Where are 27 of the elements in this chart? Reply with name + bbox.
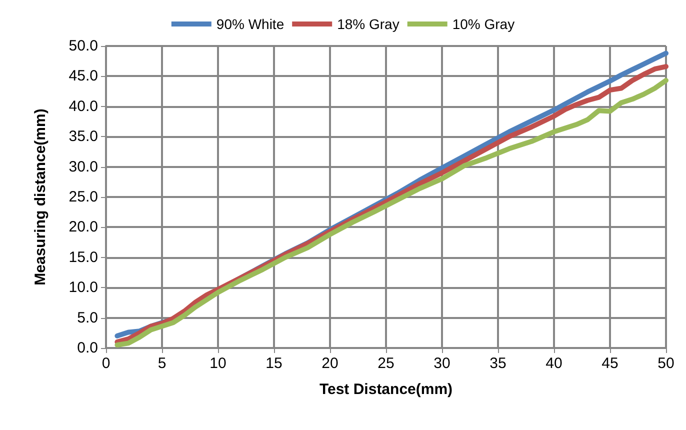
y-tick-label: 30.0 — [68, 158, 98, 176]
y-tick-label: 40.0 — [68, 98, 98, 115]
y-tick-label: 25.0 — [68, 188, 98, 206]
y-tick-label: 35.0 — [68, 128, 98, 146]
y-tick-label: 5.0 — [77, 309, 98, 326]
x-tick-label: 50 — [658, 355, 674, 372]
x-axis-title: Test Distance(mm) — [319, 381, 453, 398]
x-tick-label: 30 — [434, 355, 450, 372]
y-tick-label: 20.0 — [68, 218, 98, 236]
y-axis-title: Measuring distance(mm) — [32, 108, 49, 286]
x-tick-label: 15 — [266, 355, 282, 372]
x-tick-label: 20 — [322, 355, 338, 372]
x-tick-label: 25 — [378, 355, 394, 372]
y-tick-label: 45.0 — [68, 68, 98, 85]
x-tick-label: 0 — [102, 355, 110, 372]
x-tick-label: 35 — [490, 355, 506, 372]
legend-label: 90% White — [216, 16, 284, 32]
y-tick-label: 50.0 — [68, 38, 98, 54]
x-tick-label: 45 — [602, 355, 618, 372]
legend-label: 18% Gray — [337, 16, 400, 32]
x-tick-label: 5 — [158, 355, 166, 372]
y-tick-label: 0.0 — [77, 340, 98, 356]
legend-label: 10% Gray — [452, 16, 515, 32]
x-tick-label: 10 — [210, 355, 226, 372]
x-tick-label: 40 — [546, 355, 562, 372]
y-tick-label: 15.0 — [68, 248, 98, 266]
y-tick-label: 10.0 — [68, 279, 98, 296]
